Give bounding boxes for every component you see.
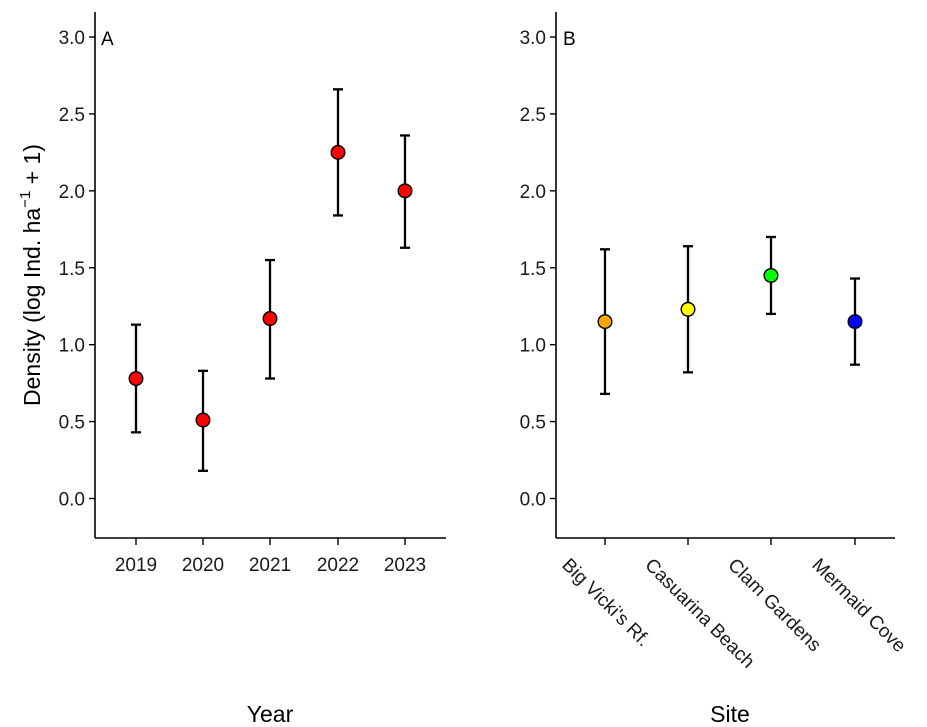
data-point [262,311,278,327]
y-tick-label: 3.0 [520,28,546,49]
y-tick-label: 1.5 [59,259,85,280]
x-tick-label: Big Vicki's Rf. [557,555,653,651]
x-tick-label: 2021 [249,555,291,576]
panel-b-label: B [563,29,576,50]
y-tick-label: 0.0 [520,490,546,511]
data-point [330,144,346,160]
panel-b: B 0.0 0.5 1.0 1.5 2.0 2.5 3.0 Big Vicki's Rf.C… [520,12,910,727]
panel-a-label: A [101,29,114,50]
data-point [847,314,863,330]
y-tick-label: 0.0 [59,490,85,511]
panel-b-y-ticks: 0.0 0.5 1.0 1.5 2.0 2.5 3.0 [520,28,556,511]
y-axis-title-superscript: −1 [17,191,34,208]
panel-a-x-ticks: 2019 2020 2021 2022 2023 [115,538,426,576]
x-tick-label: 2019 [115,555,157,576]
y-axis-title-main: Density (log Ind. ha [19,208,45,406]
x-tick-label: 2022 [317,555,359,576]
x-tick-label: 2023 [384,555,426,576]
panel-a-y-ticks: 0.0 0.5 1.0 1.5 2.0 2.5 3.0 [59,28,95,511]
panel-a-marks [128,88,413,472]
panel-a-y-axis-title: Density (log Ind. ha−1 + 1) [17,144,45,406]
y-tick-label: 2.5 [520,105,546,126]
data-point [195,412,211,428]
data-point [128,371,144,387]
y-tick-label: 1.5 [520,259,546,280]
y-tick-label: 3.0 [59,28,85,49]
panel-a: A 0.0 0.5 1.0 1.5 2.0 2.5 3.0 2019 2020 2021 2022… [17,12,446,727]
y-axis-title-tail: + 1) [19,144,45,191]
panel-b-marks [597,235,863,396]
y-tick-label: 1.0 [520,336,546,357]
data-point [597,314,613,330]
y-tick-label: 2.0 [59,182,85,203]
y-tick-label: 2.0 [520,182,546,203]
data-point [397,183,413,199]
x-tick-label: 2020 [182,555,224,576]
y-tick-label: 0.5 [520,413,546,434]
data-point [680,301,696,317]
y-tick-label: 1.0 [59,336,85,357]
y-tick-label: 2.5 [59,105,85,126]
y-tick-label: 0.5 [59,413,85,434]
data-point [763,267,779,283]
panel-b-x-axis-title: Site [710,701,750,727]
panel-a-x-axis-title: Year [247,701,294,727]
